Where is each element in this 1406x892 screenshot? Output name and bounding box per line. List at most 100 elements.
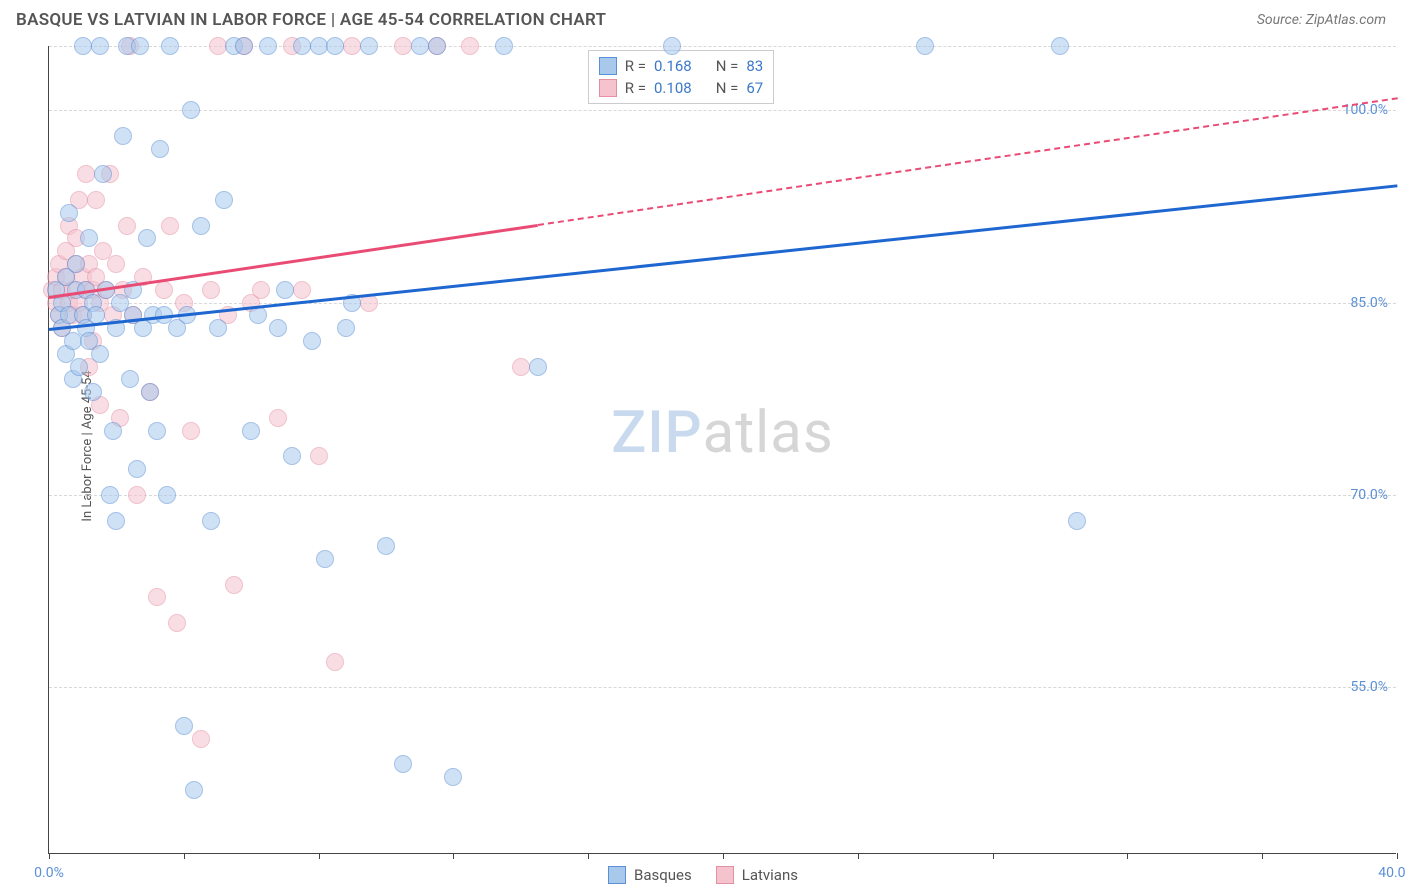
x-tick [184,853,185,859]
data-point [428,37,446,55]
data-point [138,229,156,247]
data-point [101,486,119,504]
data-point [60,204,78,222]
data-point [131,37,149,55]
data-point [495,37,513,55]
data-point [242,422,260,440]
x-tick [1397,853,1398,859]
data-point [175,717,193,735]
data-point [107,255,125,273]
watermark: ZIPatlas [611,399,834,467]
data-point [283,447,301,465]
y-tick-label: 70.0% [1350,487,1388,503]
legend-item: Latvians [716,866,798,884]
page-title: BASQUE VS LATVIAN IN LABOR FORCE | AGE 4… [16,10,606,30]
data-point [215,191,233,209]
r-value: 0.168 [654,57,692,75]
legend-row: R =0.168N =83 [599,55,763,77]
x-tick-label: 0.0% [34,865,64,881]
data-point [326,653,344,671]
data-point [310,37,328,55]
data-point [91,345,109,363]
scatter-chart: ZIPatlas R =0.168N =83R =0.108N =67 55.0… [48,46,1396,854]
trend-line [537,97,1397,226]
x-tick [858,853,859,859]
x-tick [453,853,454,859]
x-tick [993,853,994,859]
data-point [161,37,179,55]
data-point [411,37,429,55]
data-point [192,217,210,235]
data-point [158,486,176,504]
data-point [91,37,109,55]
legend-item: Basques [608,866,692,884]
data-point [337,319,355,337]
data-point [303,332,321,350]
x-tick [1127,853,1128,859]
data-point [67,255,85,273]
data-point [84,383,102,401]
data-point [151,140,169,158]
data-point [235,37,253,55]
legend-label: Basques [634,866,692,884]
x-tick [723,853,724,859]
data-point [202,512,220,530]
data-point [1068,512,1086,530]
data-point [293,281,311,299]
legend-swatch [716,866,734,884]
legend-row: R =0.108N =67 [599,77,763,99]
correlation-legend: R =0.168N =83R =0.108N =67 [588,50,774,104]
y-tick-label: 85.0% [1350,295,1388,311]
x-tick [49,853,50,859]
data-point [94,165,112,183]
data-point [512,358,530,376]
trend-line [49,185,1397,332]
legend-swatch [608,866,626,884]
data-point [225,576,243,594]
source-attribution: Source: ZipAtlas.com [1257,12,1386,28]
data-point [394,755,412,773]
data-point [148,588,166,606]
data-point [80,229,98,247]
data-point [70,358,88,376]
data-point [168,614,186,632]
data-point [343,37,361,55]
data-point [259,37,277,55]
x-tick-label: 40.0% [1378,865,1406,881]
data-point [128,460,146,478]
data-point [360,37,378,55]
data-point [377,537,395,555]
data-point [316,550,334,568]
data-point [529,358,547,376]
data-point [128,486,146,504]
y-tick-label: 55.0% [1350,679,1388,695]
x-tick [1262,853,1263,859]
data-point [209,319,227,337]
data-point [461,37,479,55]
data-point [663,37,681,55]
legend-swatch [599,57,617,75]
data-point [293,37,311,55]
data-point [155,281,173,299]
data-point [161,217,179,235]
series-legend: Basques Latvians [608,866,798,884]
data-point [74,37,92,55]
data-point [202,281,220,299]
data-point [192,730,210,748]
n-label: N = [716,57,739,75]
x-tick [319,853,320,859]
data-point [87,191,105,209]
gridline [49,495,1396,496]
data-point [141,383,159,401]
data-point [148,422,166,440]
data-point [916,37,934,55]
data-point [182,422,200,440]
data-point [182,101,200,119]
gridline [49,687,1396,688]
gridline [49,110,1396,111]
data-point [444,768,462,786]
data-point [185,781,203,799]
n-value: 83 [746,57,763,75]
data-point [276,281,294,299]
data-point [121,370,139,388]
